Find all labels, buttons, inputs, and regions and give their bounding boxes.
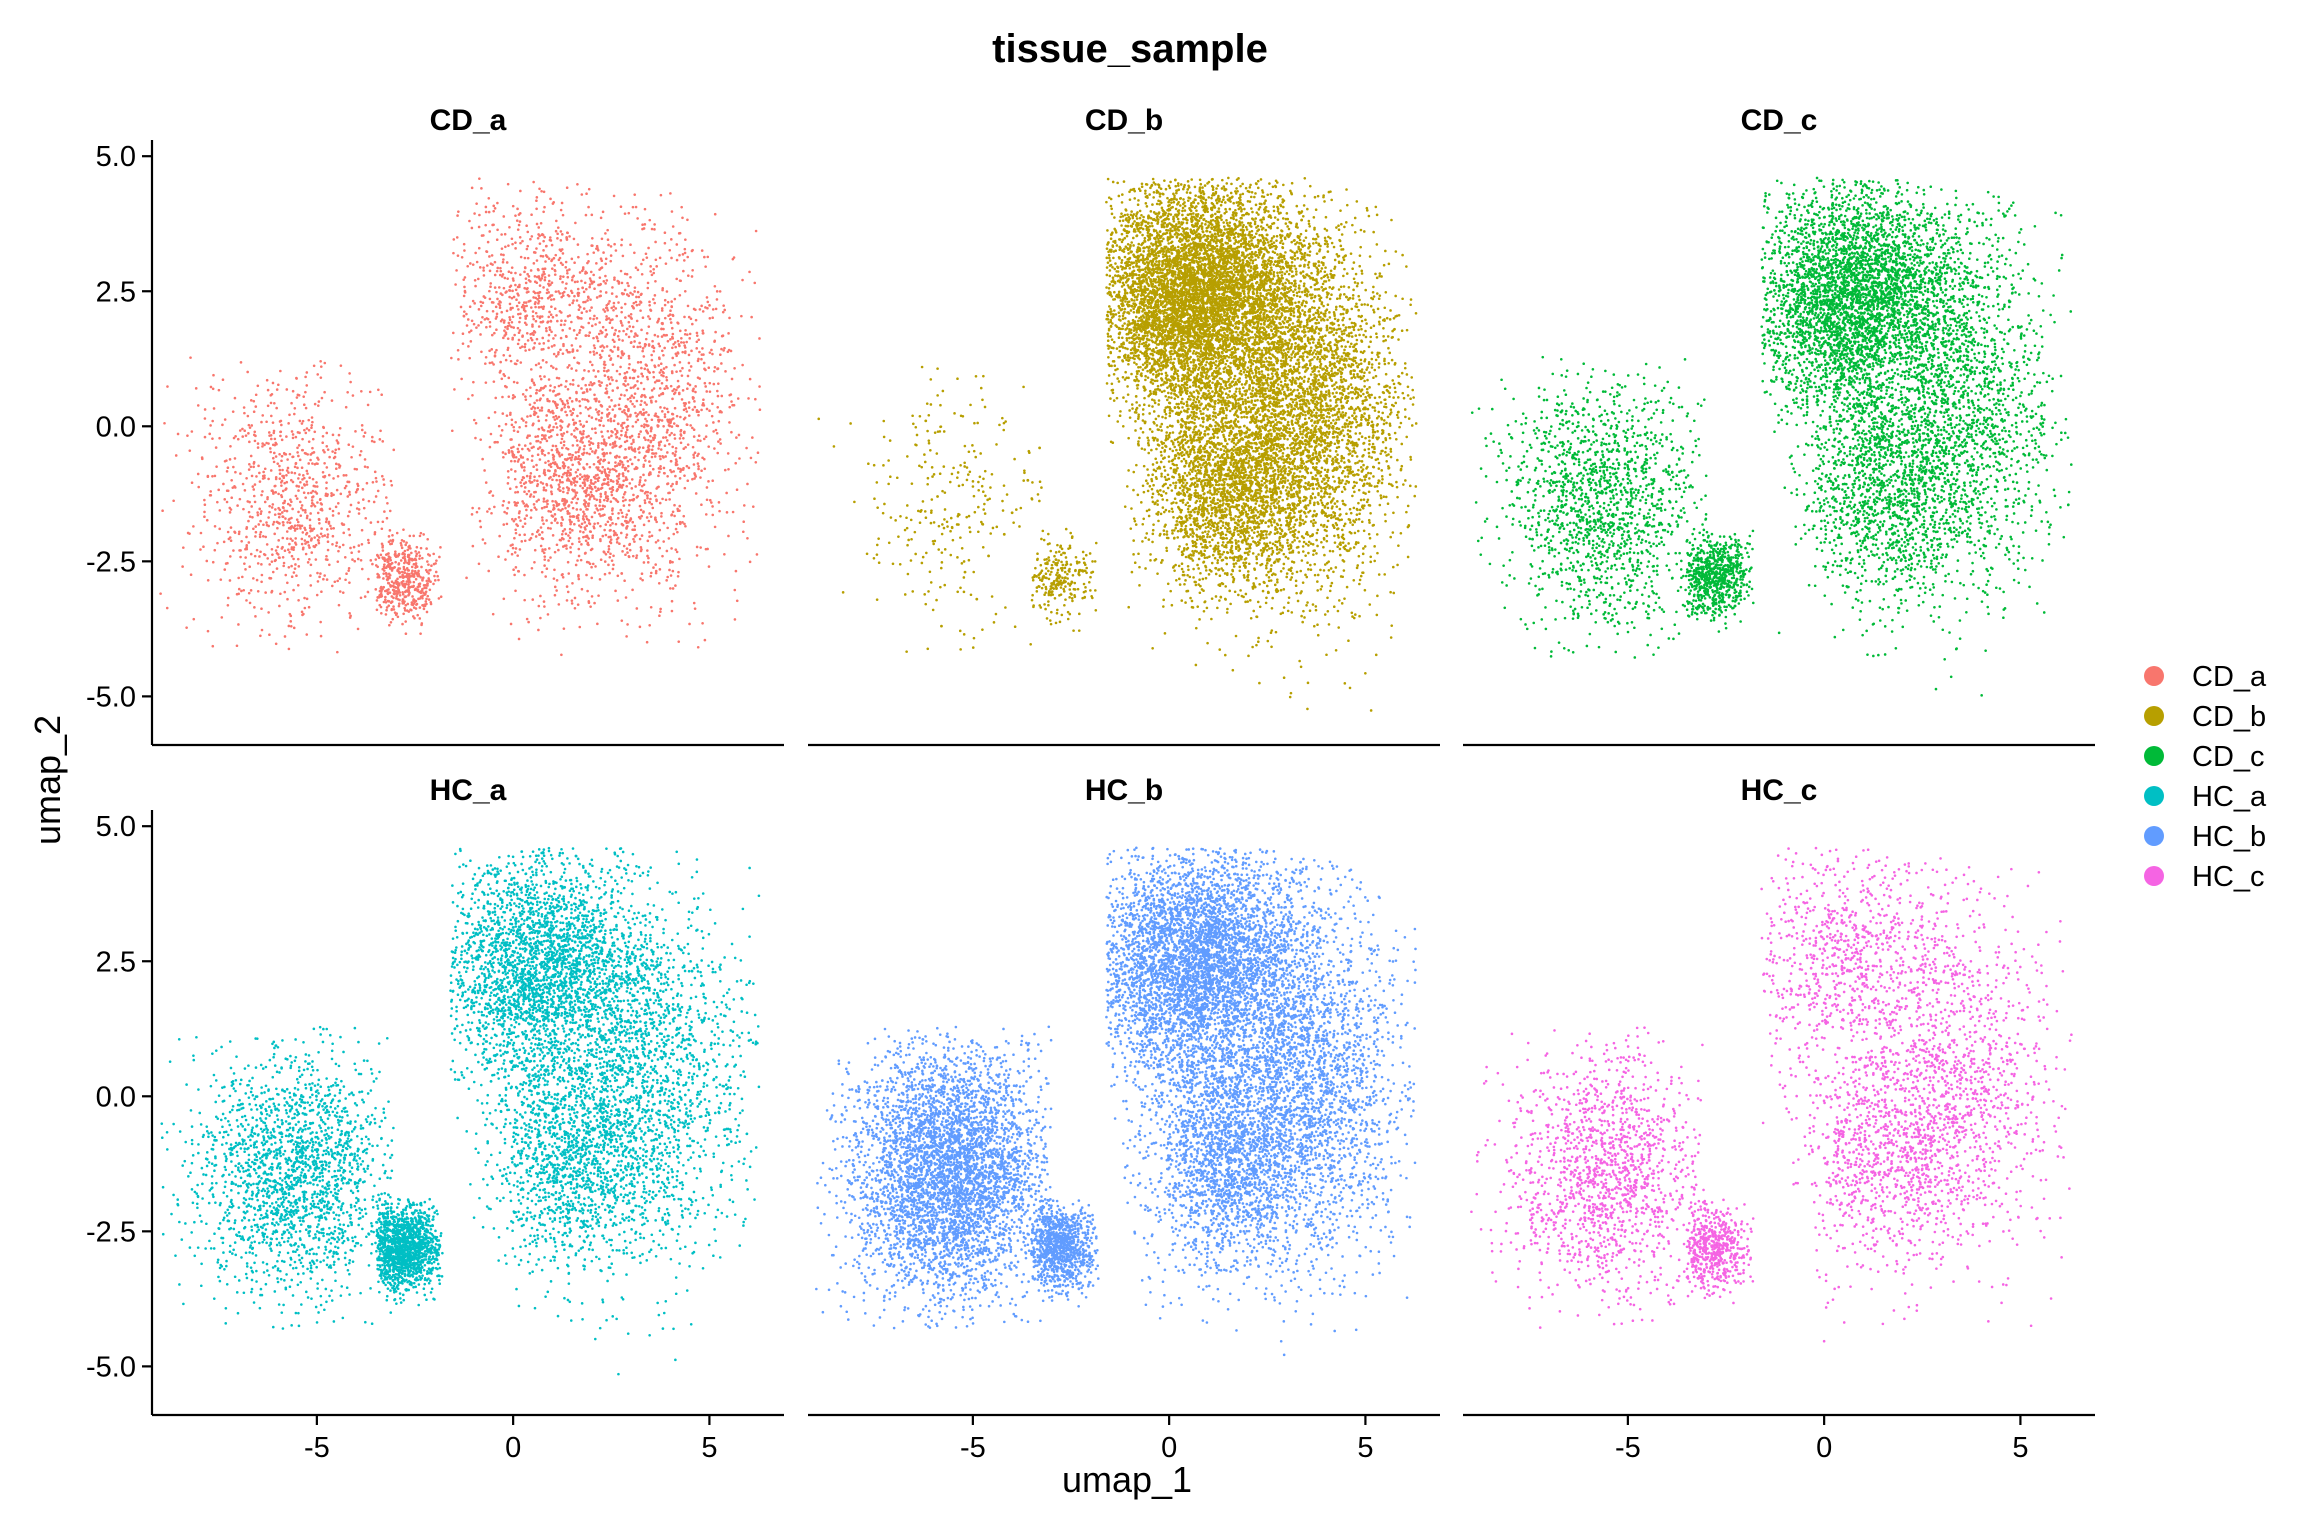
facet-strip-label: CD_c xyxy=(1741,104,1818,137)
scatter-points-HC_a xyxy=(152,810,784,1415)
legend-key-CD_c xyxy=(2144,746,2164,766)
x-tick-label: 5 xyxy=(1357,1432,1373,1464)
y-tick-label: -5.0 xyxy=(86,1351,136,1383)
facet-strip-label: CD_a xyxy=(430,104,507,137)
y-tick-label: 5.0 xyxy=(96,141,136,173)
legend-label: HC_c xyxy=(2192,861,2265,893)
facet-panel-HC_b: HC_b -5 0 5 xyxy=(808,774,1440,1464)
scatter-points-CD_c xyxy=(1463,140,2095,745)
x-tick-label: -5 xyxy=(960,1432,986,1464)
x-axis-title: umap_1 xyxy=(1062,1459,1192,1500)
scatter-points-HC_c xyxy=(1463,810,2095,1415)
y-tick-label: -5.0 xyxy=(86,681,136,713)
y-axis-title: umap_2 xyxy=(27,715,68,845)
legend-label: CD_a xyxy=(2192,661,2267,693)
x-tick-label: 5 xyxy=(2012,1432,2028,1464)
scatter-points-CD_a xyxy=(152,140,784,745)
facet-panel-HC_a: HC_a -5 0 5 5.0 2.5 0.0 -2.5 -5.0 xyxy=(86,774,784,1464)
facet-strip-label: HC_c xyxy=(1741,774,1818,807)
facet-panel-CD_c: CD_c xyxy=(1463,104,2095,747)
y-tick-label: 2.5 xyxy=(96,946,136,978)
legend-key-HC_a xyxy=(2144,786,2164,806)
y-tick-label: 0.0 xyxy=(96,411,136,443)
facet-panel-CD_b: CD_b xyxy=(808,104,1440,747)
legend-label: HC_b xyxy=(2192,821,2266,853)
facet-strip-label: HC_b xyxy=(1085,774,1163,807)
scatter-points-CD_b xyxy=(808,140,1440,745)
x-tick-label: 0 xyxy=(505,1432,521,1464)
y-tick-label: 0.0 xyxy=(96,1081,136,1113)
chart-title: tissue_sample xyxy=(992,27,1268,71)
x-tick-label: -5 xyxy=(1615,1432,1641,1464)
legend-label: CD_b xyxy=(2192,701,2266,733)
facet-panel-HC_c: HC_c -5 0 5 xyxy=(1463,774,2095,1464)
y-tick-label: 5.0 xyxy=(96,811,136,843)
legend-key-HC_b xyxy=(2144,826,2164,846)
legend-key-HC_c xyxy=(2144,866,2164,886)
x-tick-label: -5 xyxy=(304,1432,330,1464)
legend-label: HC_a xyxy=(2192,781,2267,813)
legend-label: CD_c xyxy=(2192,741,2265,773)
legend-key-CD_b xyxy=(2144,706,2164,726)
legend: CD_a CD_b CD_c HC_a HC_b HC_c xyxy=(2144,661,2267,893)
x-tick-label: 0 xyxy=(1161,1432,1177,1464)
x-tick-label: 5 xyxy=(701,1432,717,1464)
scatter-points-HC_b xyxy=(808,810,1440,1415)
facet-strip-label: CD_b xyxy=(1085,104,1163,137)
facet-panels: CD_a 5.0 2.5 0.0 -2.5 -5.0 CD_b CD_c HC_a -5 0 5 5.0… xyxy=(86,104,2095,1464)
y-tick-label: -2.5 xyxy=(86,546,136,578)
legend-key-CD_a xyxy=(2144,666,2164,686)
y-tick-label: -2.5 xyxy=(86,1216,136,1248)
y-tick-label: 2.5 xyxy=(96,276,136,308)
x-tick-label: 0 xyxy=(1816,1432,1832,1464)
facet-panel-CD_a: CD_a 5.0 2.5 0.0 -2.5 -5.0 xyxy=(86,104,784,747)
facet-strip-label: HC_a xyxy=(430,774,507,807)
